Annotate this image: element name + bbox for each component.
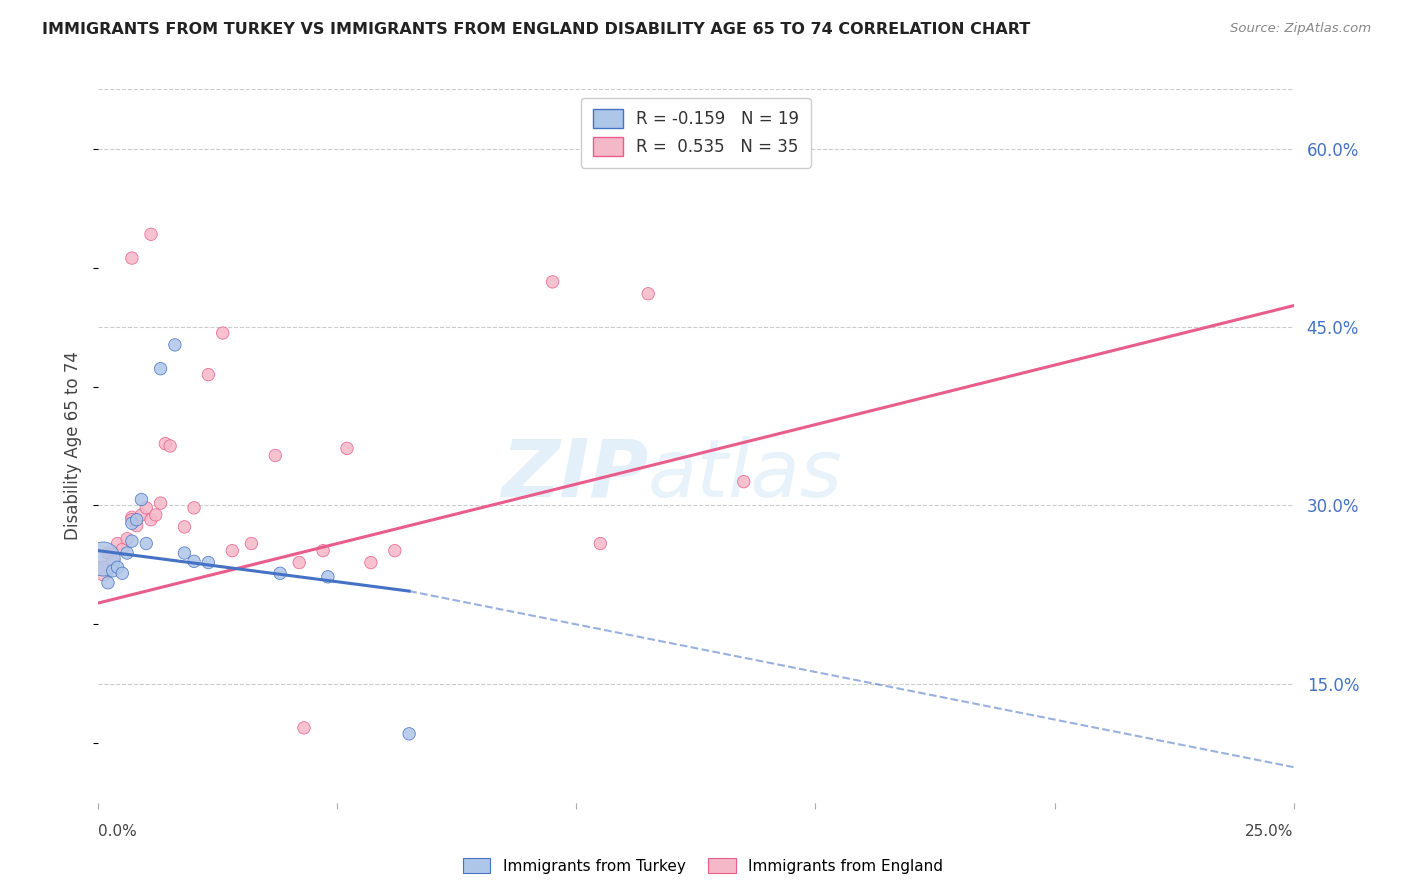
Point	[384, 543, 406, 558]
Point	[292, 721, 315, 735]
Text: atlas: atlas	[648, 435, 844, 514]
Point	[121, 534, 143, 549]
Point	[155, 436, 177, 450]
Point	[139, 513, 162, 527]
Point	[336, 442, 359, 456]
Point	[173, 520, 195, 534]
Point	[240, 536, 263, 550]
Text: 0.0%: 0.0%	[98, 824, 138, 839]
Point	[131, 508, 153, 522]
Point	[107, 560, 129, 574]
Point	[97, 546, 120, 560]
Point	[121, 510, 143, 524]
Point	[197, 368, 219, 382]
Point	[125, 513, 148, 527]
Point	[91, 564, 114, 578]
Point	[589, 536, 612, 550]
Point	[139, 227, 162, 242]
Point	[135, 500, 157, 515]
Point	[101, 554, 124, 568]
Point	[121, 513, 143, 527]
Y-axis label: Disability Age 65 to 74: Disability Age 65 to 74	[65, 351, 83, 541]
Point	[312, 543, 335, 558]
Point	[111, 542, 134, 557]
Point	[173, 546, 195, 560]
Point	[159, 439, 181, 453]
Point	[97, 575, 120, 590]
Point	[149, 496, 172, 510]
Point	[183, 500, 205, 515]
Point	[637, 286, 659, 301]
Point	[135, 536, 157, 550]
Text: IMMIGRANTS FROM TURKEY VS IMMIGRANTS FROM ENGLAND DISABILITY AGE 65 TO 74 CORREL: IMMIGRANTS FROM TURKEY VS IMMIGRANTS FRO…	[42, 22, 1031, 37]
Point	[288, 556, 311, 570]
Point	[269, 566, 291, 581]
Legend: Immigrants from Turkey, Immigrants from England: Immigrants from Turkey, Immigrants from …	[457, 852, 949, 880]
Point	[121, 516, 143, 531]
Point	[111, 566, 134, 581]
Point	[541, 275, 564, 289]
Text: Source: ZipAtlas.com: Source: ZipAtlas.com	[1230, 22, 1371, 36]
Point	[163, 338, 186, 352]
Point	[211, 326, 233, 340]
Point	[101, 564, 124, 578]
Text: 25.0%: 25.0%	[1246, 824, 1294, 839]
Point	[221, 543, 243, 558]
Point	[733, 475, 755, 489]
Point	[121, 251, 143, 265]
Point	[398, 727, 420, 741]
Point	[264, 449, 287, 463]
Point	[115, 532, 138, 546]
Point	[107, 536, 129, 550]
Legend: R = -0.159   N = 19, R =  0.535   N = 35: R = -0.159 N = 19, R = 0.535 N = 35	[581, 97, 811, 168]
Point	[115, 546, 138, 560]
Point	[149, 361, 172, 376]
Point	[316, 570, 339, 584]
Text: ZIP: ZIP	[501, 435, 648, 514]
Point	[197, 556, 219, 570]
Point	[360, 556, 382, 570]
Point	[145, 508, 167, 522]
Point	[183, 554, 205, 568]
Point	[131, 492, 153, 507]
Point	[125, 518, 148, 533]
Point	[91, 552, 114, 566]
